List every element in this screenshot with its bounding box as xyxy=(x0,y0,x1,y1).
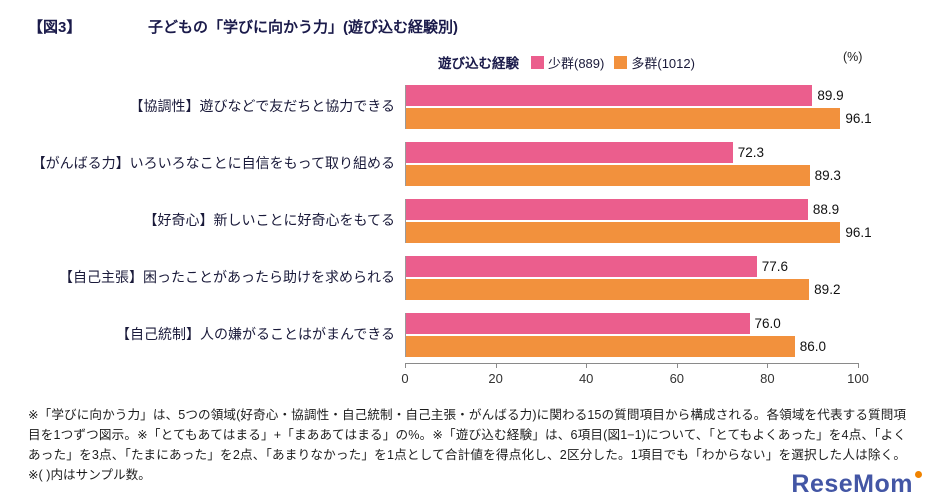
category-label: 【自己主張】困ったことがあったら助けを求められる xyxy=(59,268,395,285)
legend-label-shogun: 少群(889) xyxy=(548,55,605,71)
category-label: 【がんばる力】いろいろなことに自信をもって取り組める xyxy=(31,154,395,171)
bar-line: 89.9 xyxy=(406,84,858,106)
x-tick-mark xyxy=(405,363,406,368)
category-label: 【協調性】遊びなどで友だちと協力できる xyxy=(129,97,395,114)
bar-line: 96.1 xyxy=(406,221,872,243)
resemom-logo: ReseMom xyxy=(791,470,922,499)
x-axis: 0 20 40 60 80 100 xyxy=(401,363,869,390)
chart-row: 【好奇心】新しいことに好奇心をもてる 88.9 96.1 xyxy=(0,192,929,249)
bar-line: 72.3 xyxy=(406,141,858,163)
chart-title: 子どもの「学びに向かう力」(遊び込む経験別) xyxy=(148,19,458,36)
bar-shogun xyxy=(406,198,808,220)
x-tick-label: 80 xyxy=(760,371,775,386)
x-tick-label: 40 xyxy=(578,371,594,386)
bar-chart: 【協調性】遊びなどで友だちと協力できる 89.9 96.1 【がんばる力】いろいろなこ… xyxy=(0,78,929,390)
bar-group: 89.9 96.1 xyxy=(405,84,872,129)
bar-line: 88.9 xyxy=(406,198,858,220)
bar-tagun xyxy=(406,107,841,129)
category-label: 【好奇心】新しいことに好奇心をもてる xyxy=(143,211,395,228)
bar-tagun xyxy=(406,164,810,186)
bar-value: 89.2 xyxy=(814,281,841,297)
unit-label: (%) xyxy=(843,50,863,64)
bar-value: 86.0 xyxy=(799,338,826,354)
x-tick-mark xyxy=(858,363,859,368)
legend-title: 遊び込む経験 xyxy=(438,56,519,71)
legend-item-shogun: 少群(889) xyxy=(531,53,604,72)
legend-label-tagun: 多群(1012) xyxy=(631,55,695,71)
legend-item-tagun: 多群(1012) xyxy=(614,53,695,72)
bar-shogun xyxy=(406,312,750,334)
chart-row: 【自己統制】人の嫌がることはがまんできる 76.0 86.0 xyxy=(0,306,929,363)
bar-shogun xyxy=(406,84,813,106)
bar-value: 76.0 xyxy=(754,315,781,331)
bar-shogun xyxy=(406,141,733,163)
legend-swatch-pink xyxy=(531,55,544,69)
bar-value: 96.1 xyxy=(845,224,872,240)
footnote: ※「学びに向かう力」は、5つの領域(好奇心・協調性・自己統制・自己主張・がんばる… xyxy=(28,408,906,483)
x-tick-label: 60 xyxy=(669,371,685,386)
bar-group: 88.9 96.1 xyxy=(405,198,872,243)
category-label: 【自己統制】人の嫌がることはがまんできる xyxy=(115,325,395,342)
x-axis-spacer xyxy=(0,363,405,390)
bar-line: 89.3 xyxy=(406,164,858,186)
x-tick-label: 20 xyxy=(488,371,503,386)
bar-group: 72.3 89.3 xyxy=(405,141,858,186)
bar-line: 76.0 xyxy=(406,312,858,334)
bar-line: 86.0 xyxy=(406,335,858,357)
chart-row: 【自己主張】困ったことがあったら助けを求められる 77.6 89.2 xyxy=(0,249,929,306)
bar-value: 72.3 xyxy=(737,144,765,160)
bar-value: 96.1 xyxy=(845,110,872,126)
bar-line: 96.1 xyxy=(406,107,872,129)
x-axis-row: 0 20 40 60 80 100 xyxy=(0,363,929,390)
x-tick-label: 0 xyxy=(401,371,409,386)
chart-row: 【がんばる力】いろいろなことに自信をもって取り組める 72.3 89.3 xyxy=(0,135,929,192)
bar-value: 89.3 xyxy=(814,167,841,183)
x-tick-label: 100 xyxy=(847,371,869,386)
bar-group: 77.6 89.2 xyxy=(405,255,858,300)
bar-tagun xyxy=(406,278,810,300)
chart-legend: 遊び込む経験 少群(889) 多群(1012) xyxy=(438,52,695,72)
figure-label: 【図3】 xyxy=(28,19,82,36)
x-tick-mark xyxy=(676,363,678,368)
resemom-logo-dot xyxy=(915,471,922,478)
bar-tagun xyxy=(406,221,841,243)
legend-swatch-orange xyxy=(614,55,628,69)
bar-value: 89.9 xyxy=(817,87,844,103)
x-tick-mark xyxy=(495,363,497,368)
bar-shogun xyxy=(406,255,757,277)
x-tick-mark xyxy=(586,363,588,368)
x-tick-mark xyxy=(767,363,769,368)
bar-value: 77.6 xyxy=(761,258,789,274)
bar-line: 89.2 xyxy=(406,278,858,300)
resemom-logo-text: ReseMom xyxy=(791,470,913,498)
bar-value: 88.9 xyxy=(812,201,840,217)
chart-row: 【協調性】遊びなどで友だちと協力できる 89.9 96.1 xyxy=(0,78,929,135)
bar-tagun xyxy=(406,335,795,357)
chart-rows: 【協調性】遊びなどで友だちと協力できる 89.9 96.1 【がんばる力】いろいろなこ… xyxy=(0,78,929,363)
bar-line: 77.6 xyxy=(406,255,858,277)
bar-group: 76.0 86.0 xyxy=(405,312,858,357)
